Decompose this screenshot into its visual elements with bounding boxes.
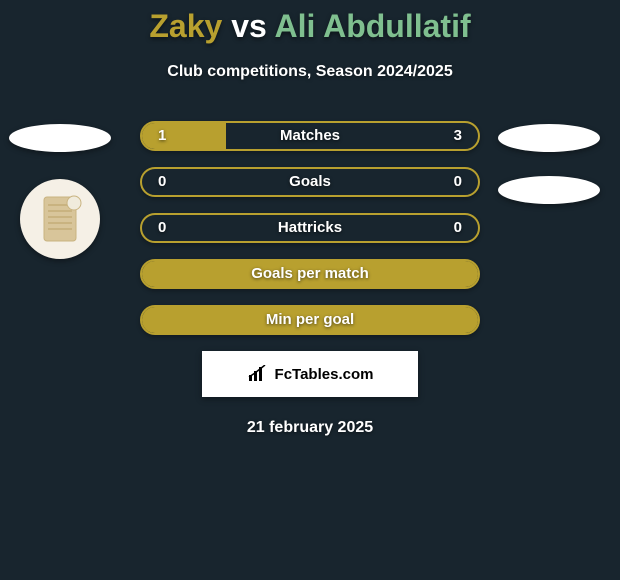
- title-vs: vs: [231, 8, 267, 44]
- subtitle: Club competitions, Season 2024/2025: [0, 63, 620, 81]
- stat-row-label: Goals per match: [142, 261, 478, 287]
- player1-badge-placeholder: [9, 124, 111, 152]
- stat-row: Goals per match: [140, 259, 480, 289]
- source-badge[interactable]: FcTables.com: [202, 351, 418, 397]
- player1-avatar: [20, 179, 100, 259]
- player2-badge-placeholder: [498, 124, 600, 152]
- player2-badge-placeholder2: [498, 176, 600, 204]
- stat-bars: 13Matches 00Goals 00Hattricks Goals per mat…: [140, 121, 480, 335]
- stat-row: 13Matches: [140, 121, 480, 151]
- comparison-content: 13Matches 00Goals 00Hattricks Goals per mat…: [0, 121, 620, 437]
- stat-row: Min per goal: [140, 305, 480, 335]
- date-text: 21 february 2025: [0, 419, 620, 437]
- source-badge-text: FcTables.com: [275, 366, 374, 383]
- stat-row-label: Hattricks: [142, 215, 478, 241]
- chart-icon: [247, 365, 271, 383]
- stat-row-label: Matches: [142, 123, 478, 149]
- avatar-placeholder-icon: [30, 189, 90, 249]
- stat-row: 00Hattricks: [140, 213, 480, 243]
- title-player2: Ali Abdullatif: [275, 8, 471, 44]
- stat-row-label: Goals: [142, 169, 478, 195]
- page-title: Zaky vs Ali Abdullatif: [0, 0, 620, 45]
- stat-row-label: Min per goal: [142, 307, 478, 333]
- stat-row: 00Goals: [140, 167, 480, 197]
- title-player1: Zaky: [149, 8, 222, 44]
